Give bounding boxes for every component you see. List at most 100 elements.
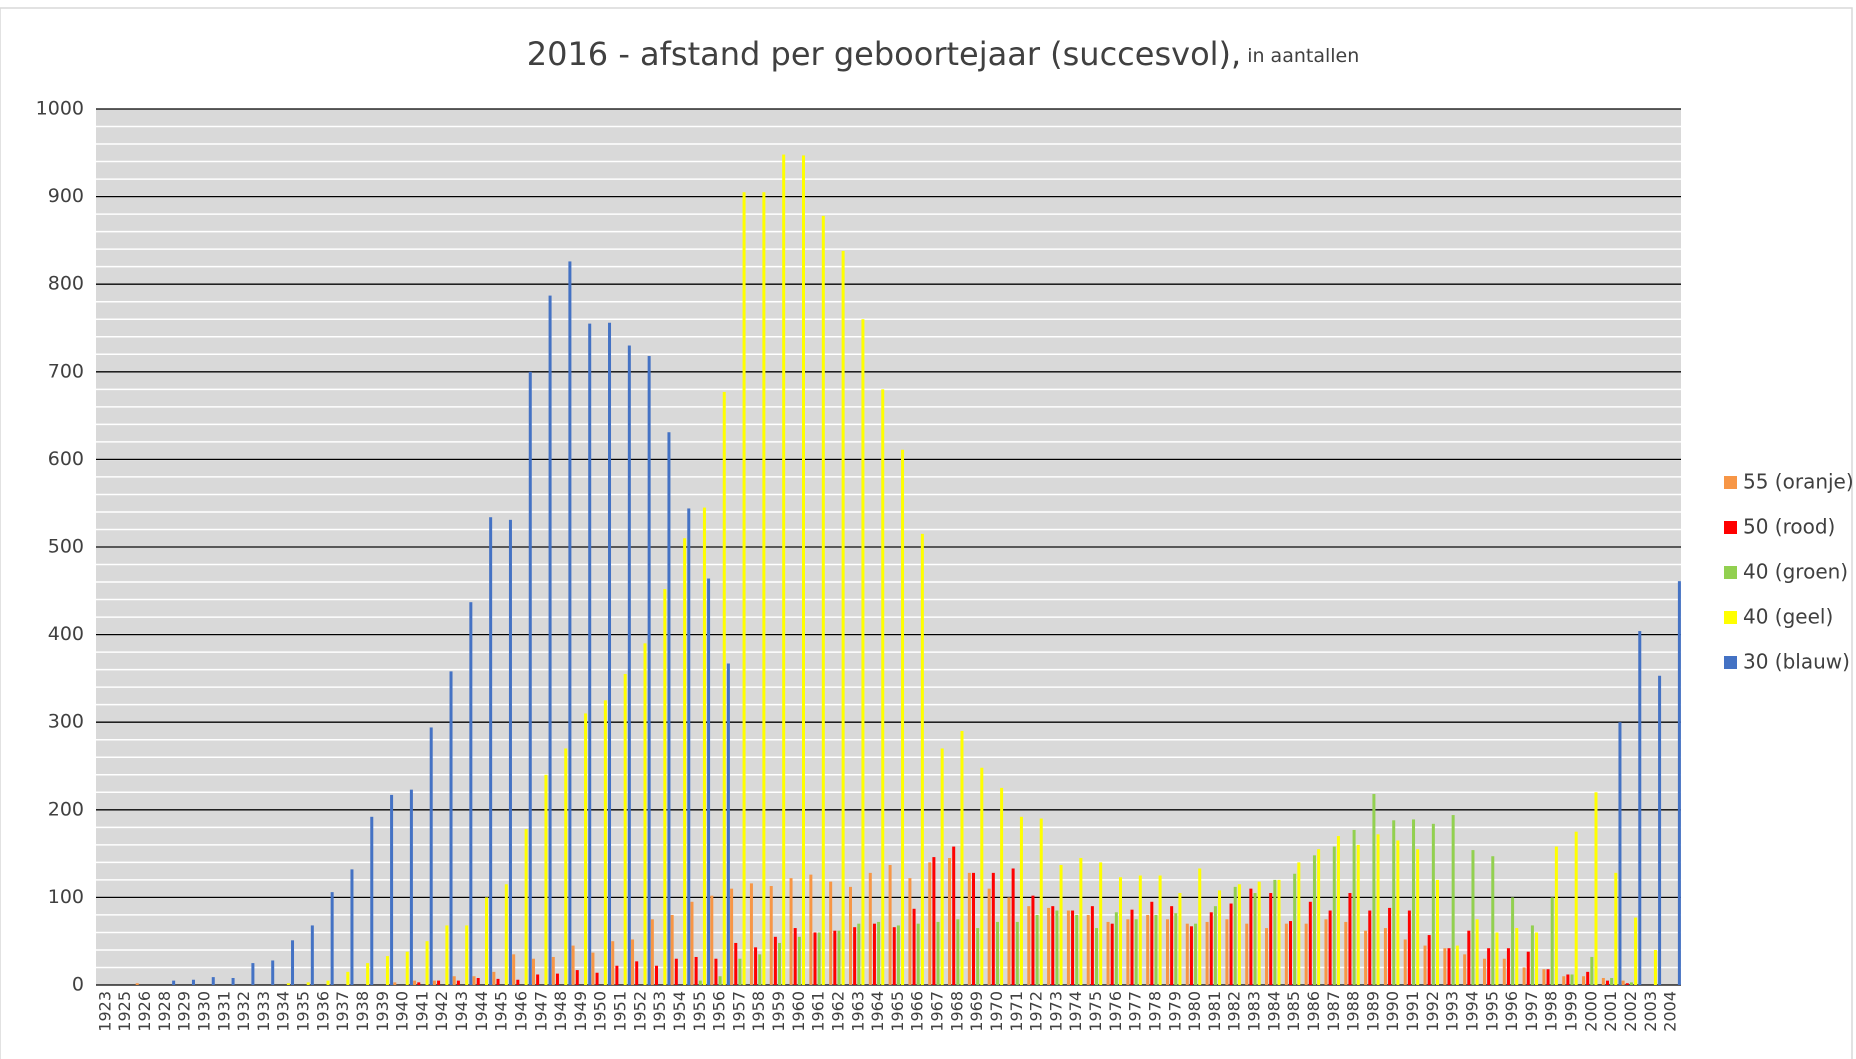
bar [1625,983,1629,985]
bar [1506,948,1510,985]
bar [1225,919,1229,985]
bar [1114,912,1118,985]
x-tick-label: 1930 [194,991,213,1032]
bar [1039,818,1043,985]
bar [857,923,861,985]
bar [702,507,706,985]
bar [1638,631,1642,985]
bar [1071,910,1075,985]
bar [504,884,508,985]
bar [987,888,991,985]
x-tick-label: 1964 [868,991,887,1032]
bar [1372,794,1376,985]
bar [615,965,619,985]
bar [730,888,734,985]
bar [698,980,702,985]
x-tick-label: 1966 [908,991,927,1032]
bar [1522,967,1526,985]
bar [1031,895,1035,985]
x-tick-label: 1977 [1126,991,1145,1032]
x-tick-label: 1928 [155,991,174,1032]
bar [1051,906,1055,985]
x-tick-label: 2002 [1621,991,1640,1032]
bar [291,940,295,985]
bar [928,862,932,985]
x-tick-label: 1995 [1482,991,1501,1032]
y-tick-label: 600 [48,448,84,470]
bar [1007,897,1011,985]
x-tick-label: 1945 [492,991,511,1032]
bar [1491,856,1495,985]
bar [548,295,552,985]
bar [1047,907,1051,985]
bar [429,727,433,985]
bar [888,864,892,985]
bar [390,794,394,985]
bar [366,963,370,985]
bar [813,932,817,985]
bar [409,789,413,985]
x-tick-label: 1943 [452,991,471,1032]
bar [1099,862,1103,985]
bar [1495,932,1499,985]
bar [623,674,627,985]
bar [769,886,773,985]
bar [674,958,678,985]
x-tick-label: 1976 [1106,991,1125,1032]
bar [972,872,976,985]
bar [603,700,607,985]
bar [405,951,409,985]
bar [754,947,758,985]
bar [425,941,429,985]
x-tick-label: 1992 [1423,991,1442,1032]
bar [1653,949,1657,985]
bar [1174,913,1178,985]
bar [472,976,476,985]
bar [591,952,595,985]
bar [932,857,936,985]
bar [1118,877,1122,985]
x-tick-label: 1938 [353,991,372,1032]
bar [346,971,350,985]
bar [782,154,786,985]
bar [853,927,857,985]
x-tick-label: 1940 [393,991,412,1032]
bar [508,519,512,985]
bar [960,730,964,985]
bar [512,954,516,985]
x-tick-label: 1926 [135,991,154,1032]
bar [437,980,441,985]
bar [413,980,417,985]
x-tick-label: 1990 [1383,991,1402,1032]
x-tick-label: 1971 [1007,991,1026,1032]
bar [1621,980,1625,985]
bar [1677,581,1681,985]
bar [722,391,726,985]
bar [306,982,310,985]
bar [980,767,984,985]
y-tick-label: 400 [48,623,84,645]
bar [663,589,667,985]
bar [1178,893,1182,985]
bar [1451,815,1455,985]
bar [1550,897,1554,985]
bar [575,970,579,985]
bar [1317,849,1321,985]
bar [191,979,195,985]
x-tick-label: 1925 [115,991,134,1032]
bar [1511,897,1515,985]
bar [452,976,456,985]
bar [1403,939,1407,985]
bar [1352,829,1356,985]
bar [135,983,139,985]
bar [1150,901,1154,985]
bar [896,925,900,985]
bar [718,976,722,985]
bar [1364,930,1368,985]
bar [1594,792,1598,985]
y-tick-label: 900 [48,185,84,207]
bar [952,846,956,985]
x-tick-label: 1961 [809,991,828,1032]
x-tick-label: 1973 [1046,991,1065,1032]
